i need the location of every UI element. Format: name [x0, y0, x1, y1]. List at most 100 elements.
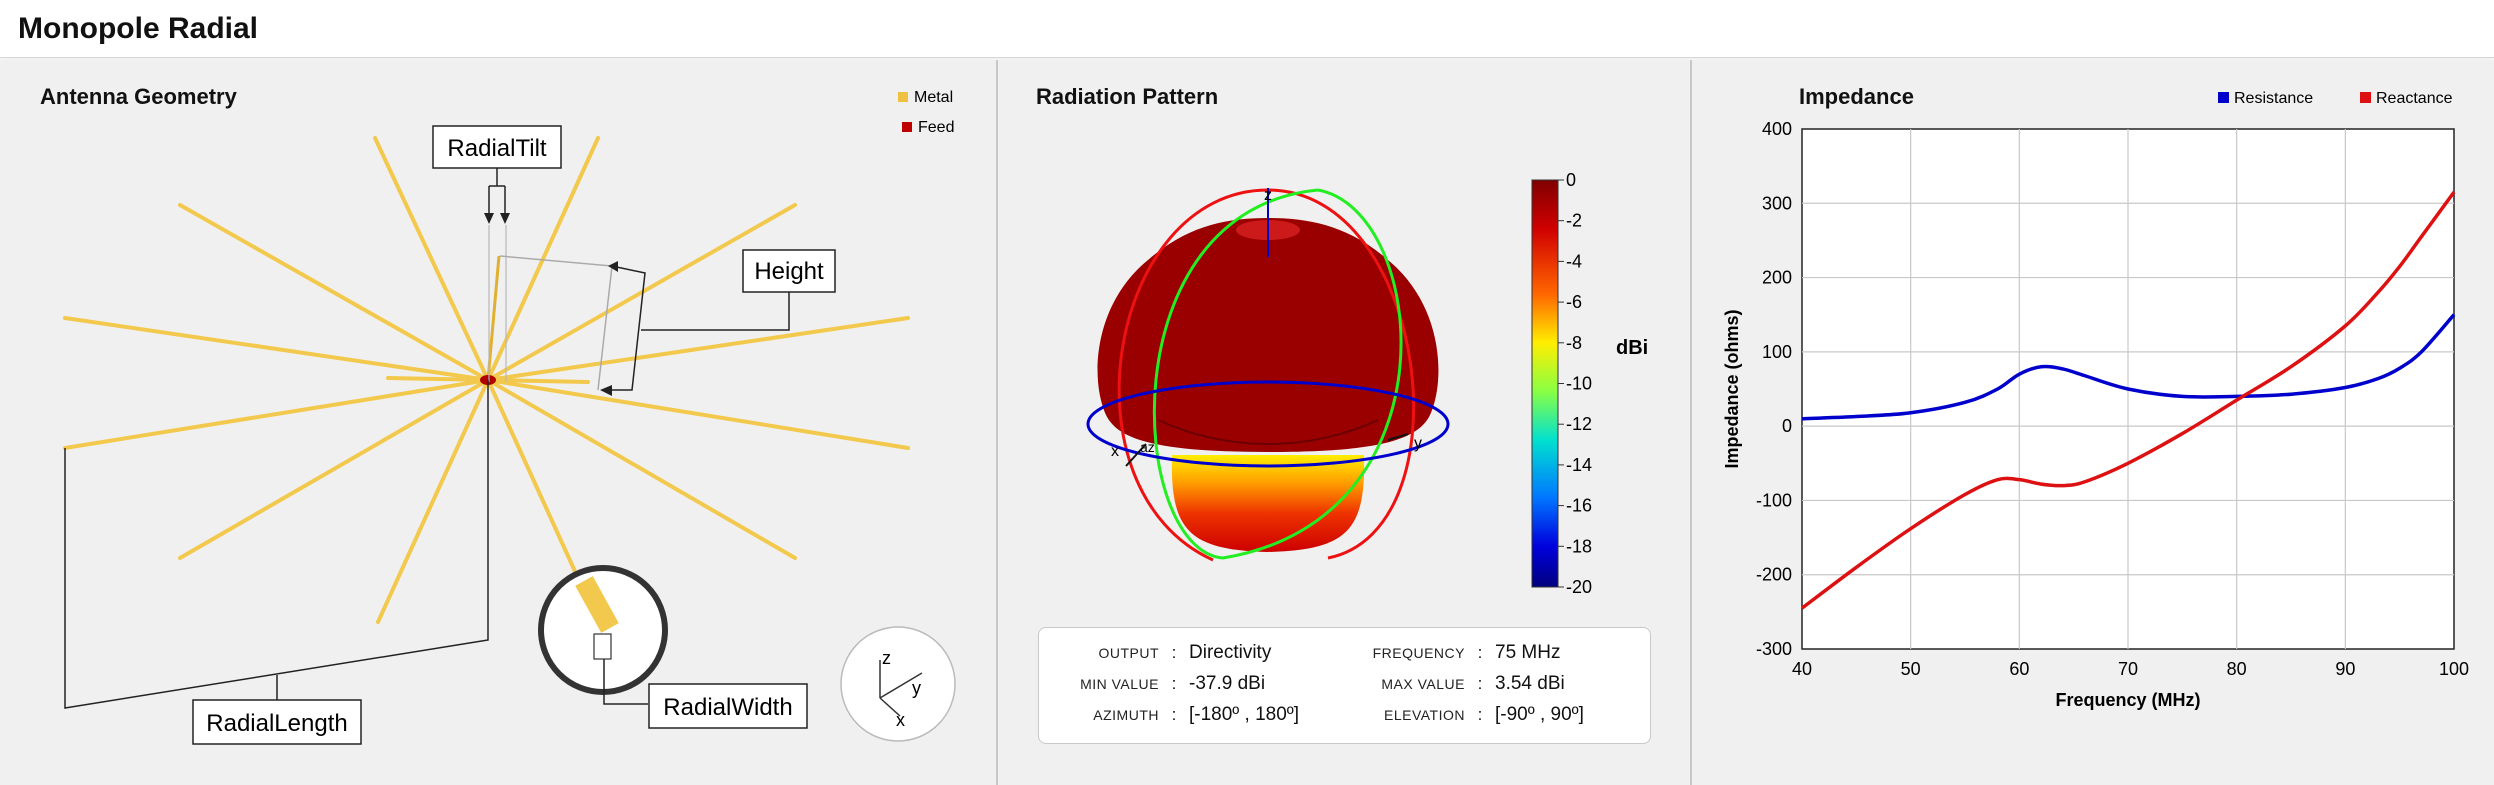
colorbar-tick-label: -8 — [1566, 333, 1582, 353]
info-frequency-row: FREQUENCY : 75 MHz — [1345, 640, 1561, 666]
radial-length-dimension — [64, 380, 489, 709]
axis-y-label: y — [1414, 435, 1422, 452]
legend-metal-swatch — [898, 92, 908, 102]
axis-az-label: az — [1140, 439, 1155, 455]
info-frequency-label: FREQUENCY — [1372, 645, 1465, 661]
height-leader — [641, 292, 790, 331]
x-tick-labels: 40 50 60 70 80 90 100 — [1792, 659, 2469, 679]
info-frequency-value: 75 MHz — [1495, 642, 1561, 663]
radiation-pattern-title: Radiation Pattern — [1036, 84, 1219, 109]
x-tick-label: 70 — [2118, 659, 2138, 679]
x-axis — [1125, 443, 1147, 467]
colorbar-tick-label: -10 — [1566, 374, 1592, 394]
lower-lobe — [1171, 455, 1365, 552]
info-separator: : — [1171, 705, 1177, 724]
yz-plane-circle — [1152, 188, 1403, 560]
info-max-label: MAX VALUE — [1381, 676, 1465, 692]
info-output-row: OUTPUT : Directivity — [1039, 640, 1271, 666]
info-elevation-row: ELEVATION : [-90º , 90º] — [1345, 702, 1584, 728]
triad-y-label: y — [912, 678, 921, 698]
axis-x-label: x — [1111, 443, 1119, 460]
impedance-title: Impedance — [1799, 84, 1914, 109]
impedance-chart[interactable]: Resistance Reactance 40 50 60 70 80 90 100 400… — [1692, 60, 2494, 785]
y-tick-label: -300 — [1756, 639, 1792, 659]
colorbar-unit: dBi — [1616, 337, 1648, 359]
radiation-pattern-plot[interactable]: z x az y 0 -2 -4 -6 -8 -10 -12 -14 -16 -18 -20 dBi — [998, 60, 1690, 620]
info-max-value: 3.54 dBi — [1495, 673, 1565, 694]
colorbar-tick-label: -12 — [1566, 414, 1592, 434]
series-lines — [1800, 191, 2456, 610]
y-tick-label: 0 — [1782, 416, 1792, 436]
grid-lines — [1802, 129, 2454, 649]
radial-tilt-label: RadialTilt — [447, 135, 546, 162]
triad-x-label: x — [896, 710, 905, 730]
info-separator: : — [1477, 643, 1483, 662]
y-tick-label: 300 — [1762, 193, 1792, 213]
colorbar-tick-label: -16 — [1566, 496, 1592, 516]
pattern-info-box: OUTPUT : Directivity FREQUENCY : 75 MHz … — [1038, 627, 1651, 744]
x-tick-label: 100 — [2439, 659, 2469, 679]
radial-width-marker — [593, 633, 612, 660]
y-tick-label: 200 — [1762, 268, 1792, 288]
colorbar-ticks: 0 -2 -4 -6 -8 -10 -12 -14 -16 -18 -20 — [1558, 170, 1592, 597]
radial-length-label: RadialLength — [206, 710, 347, 737]
info-output-value: Directivity — [1189, 642, 1272, 663]
xy-plane-circle — [1086, 380, 1450, 468]
antenna-geometry-panel: Antenna Geometry Metal Feed — [0, 60, 996, 785]
monopole-wire — [486, 255, 501, 381]
x-tick-label: 40 — [1792, 659, 1812, 679]
info-max-row: MAX VALUE : 3.54 dBi — [1345, 671, 1565, 697]
triad-axes — [879, 660, 923, 717]
y-axis-label: Impedance (ohms) — [1722, 309, 1742, 468]
legend-resistance-swatch — [2218, 92, 2229, 103]
upper-dome — [1097, 218, 1439, 452]
info-min-value: -37.9 dBi — [1189, 673, 1266, 694]
axis-z-label: z — [1264, 187, 1272, 204]
radial-width-label: RadialWidth — [663, 694, 792, 721]
radial-tilt-callout — [432, 125, 562, 169]
legend-reactance-swatch — [2360, 92, 2371, 103]
info-separator: : — [1171, 643, 1177, 662]
radial-tilt-guides — [488, 225, 507, 382]
x-tick-label: 90 — [2335, 659, 2355, 679]
y-tick-label: 400 — [1762, 119, 1792, 139]
info-azimuth-value: [-180º , 180º] — [1189, 704, 1300, 725]
info-output-label: OUTPUT — [1098, 645, 1159, 661]
info-azimuth-label: AZIMUTH — [1093, 707, 1159, 723]
colorbar-tick-label: -6 — [1566, 292, 1582, 312]
info-min-row: MIN VALUE : -37.9 dBi — [1039, 671, 1265, 697]
info-separator: : — [1477, 705, 1483, 724]
legend-feed-swatch — [902, 122, 912, 132]
height-callout — [742, 249, 836, 293]
radial-width-callout — [648, 683, 808, 729]
colorbar-tick-label: -20 — [1566, 577, 1592, 597]
orientation-triad[interactable] — [840, 626, 956, 742]
colorbar-tick-label: -4 — [1566, 251, 1582, 271]
antenna-geometry-view[interactable]: Metal Feed — [0, 60, 996, 785]
radial-tilt-arrows — [484, 213, 510, 224]
y-axis — [1387, 433, 1409, 441]
y-tick-labels: 400 300 200 100 0 -100 -200 -300 — [1756, 119, 1792, 659]
x-tick-label: 80 — [2227, 659, 2247, 679]
series-line-reactance — [1800, 191, 2456, 610]
panel-divider-1[interactable] — [996, 60, 998, 785]
legend-metal-label: Metal — [914, 89, 953, 106]
radial-tilt-leader — [488, 168, 506, 218]
colorbar-tick-label: -18 — [1566, 536, 1592, 556]
colorbar-tick-label: 0 — [1566, 170, 1576, 190]
info-min-label: MIN VALUE — [1080, 676, 1159, 692]
antenna-geometry-title: Antenna Geometry — [40, 84, 237, 109]
app-title: Monopole Radial — [18, 12, 258, 45]
info-separator: : — [1171, 674, 1177, 693]
legend-resistance-label: Resistance — [2234, 90, 2313, 107]
height-dimension-line — [608, 265, 646, 391]
y-tick-label: -100 — [1756, 490, 1792, 510]
triad-z-label: z — [882, 648, 891, 668]
y-tick-label: -200 — [1756, 565, 1792, 585]
x-tick-label: 50 — [1901, 659, 1921, 679]
panel-divider-2[interactable] — [1690, 60, 1692, 785]
radial-width-zoomed-wire — [575, 576, 619, 633]
legend-reactance-label: Reactance — [2376, 90, 2453, 107]
info-azimuth-row: AZIMUTH : [-180º , 180º] — [1039, 702, 1299, 728]
x-axis-label: Frequency (MHz) — [2055, 690, 2200, 710]
